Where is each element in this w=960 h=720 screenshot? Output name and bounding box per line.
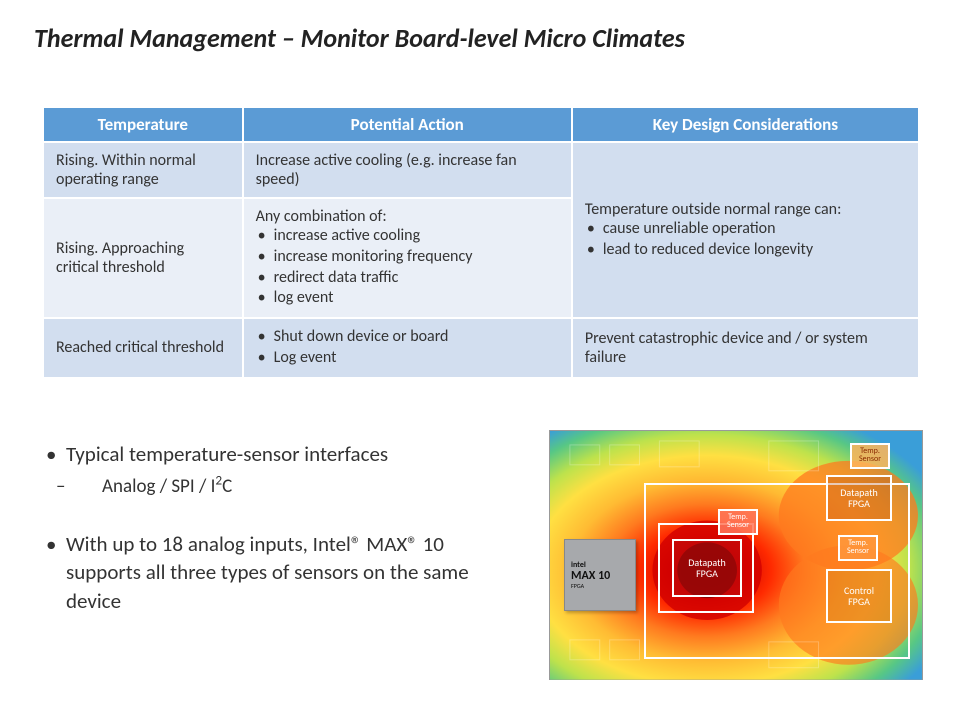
bullet-text: Typical temperature-sensor interfaces	[66, 441, 388, 467]
table-row: Rising. Within normal operating range In…	[43, 142, 919, 198]
consideration-item: cause unreliable operation	[585, 219, 906, 240]
cell-temp: Reached critical threshold	[43, 318, 243, 378]
consideration-item: lead to reduced device longevity	[585, 240, 906, 261]
action-item: Shut down device or board	[256, 327, 559, 348]
bullet-item: With up to 18 analog inputs, Intel® MAX®…	[42, 530, 522, 615]
cell-action: Any combination of: increase active cool…	[243, 198, 572, 318]
cell-consideration-merged: Temperature outside normal range can: ca…	[572, 142, 919, 318]
action-item: increase active cooling	[256, 226, 559, 247]
cell-temp: Rising. Within normal operating range	[43, 142, 243, 198]
temp-sensor-1: Temp.Sensor	[718, 509, 758, 535]
action-lead: Any combination of:	[256, 207, 387, 226]
control-fpga: ControlFPGA	[826, 569, 892, 623]
sub-text-prefix: Analog / SPI / I	[102, 475, 215, 498]
cell-temp: Rising. Approaching critical threshold	[43, 198, 243, 318]
datapath-fpga-2: DatapathFPGA	[826, 475, 892, 521]
bullet-sub-item: Analog / SPI / I2C	[66, 474, 522, 500]
action-item: increase monitoring frequency	[256, 247, 559, 268]
thermal-diagram: intel MAX 10 FPGA DatapathFPGA DatapathF…	[549, 430, 923, 680]
action-item: log event	[256, 288, 559, 309]
datapath-fpga-1: DatapathFPGA	[672, 539, 742, 597]
col-action: Potential Action	[243, 107, 572, 142]
max10-chip: intel MAX 10 FPGA	[564, 539, 636, 611]
temp-sensor-2: Temp.Sensor	[850, 443, 890, 469]
chip-line: FPGA	[571, 583, 635, 590]
temp-sensor-3: Temp.Sensor	[838, 535, 878, 561]
col-considerations: Key Design Considerations	[572, 107, 919, 142]
col-temperature: Temperature	[43, 107, 243, 142]
page-title: Thermal Management – Monitor Board-level…	[34, 22, 926, 54]
thermal-table: Temperature Potential Action Key Design …	[42, 106, 920, 379]
bullet-item: Typical temperature-sensor interfaces An…	[42, 440, 522, 500]
action-item: Log event	[256, 348, 559, 369]
table-row: Reached critical threshold Shut down dev…	[43, 318, 919, 378]
cell-action: Shut down device or board Log event	[243, 318, 572, 378]
cell-action: Increase active cooling (e.g. increase f…	[243, 142, 572, 198]
cell-consideration: Prevent catastrophic device and / or sys…	[572, 318, 919, 378]
action-item: redirect data traffic	[256, 268, 559, 289]
chip-line: MAX 10	[571, 570, 635, 583]
consideration-lead: Temperature outside normal range can:	[585, 200, 842, 219]
bullet-list: Typical temperature-sensor interfaces An…	[42, 440, 522, 645]
sub-text-suffix: C	[222, 475, 232, 498]
